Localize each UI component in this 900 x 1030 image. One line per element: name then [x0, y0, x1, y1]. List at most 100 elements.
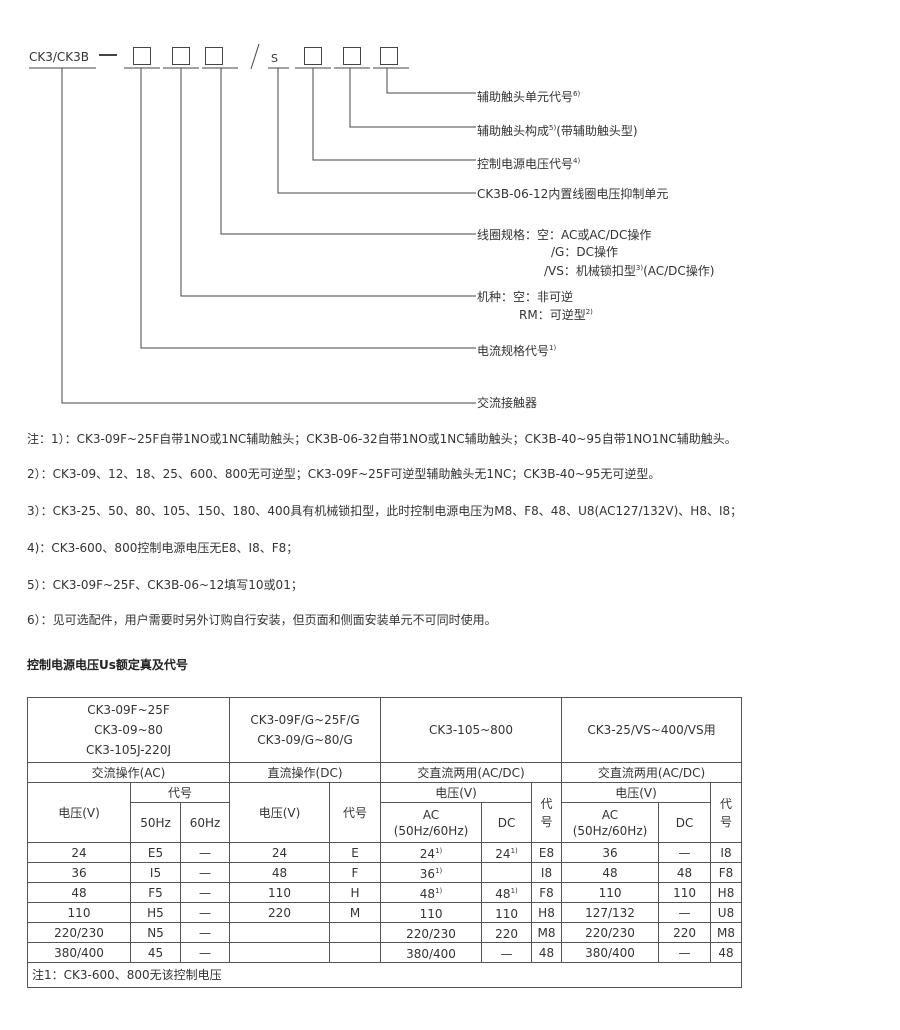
- table-cell: [481, 862, 533, 883]
- table-cell: N5: [130, 922, 181, 943]
- table-cell: 361): [380, 862, 483, 883]
- h-50hz: 50Hz: [130, 802, 181, 843]
- label-aux-unit: 辅助触头单元代号6): [477, 90, 581, 104]
- table-cell: 241): [380, 842, 483, 863]
- note-4: 4)：CK3-600、800控制电源电压无E8、I8、F8；: [27, 541, 299, 555]
- table-cell: 48: [27, 882, 131, 903]
- table-cell: F5: [130, 882, 181, 903]
- table-cell: 48: [658, 862, 712, 883]
- table-cell: —: [658, 842, 712, 863]
- group-header-vs: CK3-25/VS~400/VS用: [561, 697, 743, 763]
- h-voltage: 电压(V): [561, 782, 712, 803]
- table-cell: —: [658, 942, 712, 963]
- table-cell: 481): [380, 882, 483, 903]
- h-code: 代 号: [710, 782, 743, 843]
- table-cell: —: [180, 902, 230, 923]
- code-box: [304, 47, 322, 65]
- table-cell: [328, 922, 382, 943]
- table-cell: I8: [710, 842, 743, 863]
- h-voltage: 电压(V): [229, 782, 330, 843]
- type-acdc: 交直流两用(AC/DC): [380, 762, 563, 783]
- label-contactor: 交流接触器: [477, 396, 538, 410]
- table-cell: U8: [710, 902, 743, 923]
- table-cell: M8: [531, 922, 563, 943]
- table-cell: 110: [658, 882, 712, 903]
- table-cell: 380/400: [27, 942, 131, 963]
- table-cell: 220: [481, 922, 533, 943]
- code-box: [380, 47, 398, 65]
- table-cell: 127/132: [561, 902, 660, 923]
- h-code: 代号: [130, 782, 230, 803]
- label-aux-config: 辅助触头构成5)(带辅助触头型): [477, 124, 638, 138]
- h-60hz: 60Hz: [180, 802, 230, 843]
- code-box: [172, 47, 190, 65]
- table-cell: I5: [130, 862, 181, 883]
- group-header-ac: CK3-09F~25F CK3-09~80 CK3-105J-220J: [27, 697, 230, 763]
- table-footnote: 注1：CK3-600、800无该控制电压: [26, 962, 743, 988]
- table-cell: 110: [27, 902, 131, 923]
- table-row: 24 E5—24 E 241) 241) E8 36— I8: [27, 842, 743, 863]
- h-ac: AC (50Hz/60Hz): [380, 802, 483, 843]
- table-cell: H: [328, 882, 382, 903]
- code-box: [205, 47, 223, 65]
- code-box: [133, 47, 151, 65]
- table-cell: 220/230: [380, 922, 483, 943]
- table-cell: 48: [561, 862, 660, 883]
- type-acdc-vs: 交直流两用(AC/DC): [561, 762, 743, 783]
- table-cell: 110: [229, 882, 330, 903]
- type-dc: 直流操作(DC): [228, 762, 382, 783]
- label-type-rm: RM：可逆型2): [519, 308, 593, 322]
- note-1: 注：1）：CK3-09F~25F自带1NO或1NC辅助触头；CK3B-06-32…: [27, 432, 737, 446]
- table-cell: [229, 922, 330, 943]
- note-6: 6）：见可选配件，用户需要时另外订购自行安装，但页面和侧面安装单元不可同时使用。: [27, 613, 497, 627]
- table-cell: 48: [229, 862, 330, 883]
- group-header-dc: CK3-09F/G~25F/G CK3-09/G~80/G: [228, 697, 382, 763]
- table-cell: 36: [27, 862, 131, 883]
- h-dc: DC: [658, 802, 712, 843]
- table-cell: E8: [531, 842, 563, 863]
- table-row: 110 H5—220 M 110 110 H8 127/132— U8: [27, 902, 743, 923]
- table-row: 220/230 N5—220/230 220 M8 220/230 220 M8: [27, 922, 743, 943]
- table-cell: 481): [481, 882, 533, 903]
- s-code: S: [271, 52, 278, 65]
- table-cell: E5: [130, 842, 181, 863]
- table-row: 36 I5—48 F 361) I8 48 48 F8: [27, 862, 743, 883]
- table-cell: M: [328, 902, 382, 923]
- table-cell: F8: [531, 882, 563, 903]
- section-title: 控制电源电压Us额定真及代号: [27, 658, 188, 672]
- table-cell: 380/400: [561, 942, 660, 963]
- model-prefix: CK3/CK3B: [29, 50, 90, 64]
- type-ac: 交流操作(AC): [27, 762, 230, 783]
- table-cell: 36: [561, 842, 660, 863]
- note-5: 5）：CK3-09F~25F、CK3B-06~12填写10或01；: [27, 578, 303, 592]
- table-cell: 110: [481, 902, 533, 923]
- table-cell: 110: [380, 902, 483, 923]
- h-ac: AC (50Hz/60Hz): [561, 802, 660, 843]
- table-cell: 110: [561, 882, 660, 903]
- label-coil: 线圈规格：空：AC或AC/DC操作: [477, 228, 652, 242]
- table-cell: —: [180, 882, 230, 903]
- table-cell: M8: [710, 922, 743, 943]
- table-cell: 220: [229, 902, 330, 923]
- table-cell: —: [180, 942, 230, 963]
- table-cell: I8: [531, 862, 563, 883]
- table-cell: H5: [130, 902, 181, 923]
- voltage-code-table: CK3-09F~25F CK3-09~80 CK3-105J-220J CK3-09…: [26, 697, 743, 988]
- table-cell: E: [328, 842, 382, 863]
- table-cell: [328, 942, 382, 963]
- table-cell: H8: [710, 882, 743, 903]
- note-3: 3）：CK3-25、50、80、105、150、180、400具有机械锁扣型，此…: [27, 504, 743, 518]
- note-2: 2）：CK3-09、12、18、25、600、800无可逆型；CK3-09F~2…: [27, 467, 661, 481]
- label-coil-g: /G：DC操作: [551, 245, 618, 259]
- label-control-voltage: 控制电源电压代号4): [477, 157, 581, 171]
- label-suppression: CK3B-06-12内置线圈电压抑制单元: [477, 187, 669, 201]
- label-current: 电流规格代号1): [477, 344, 557, 358]
- table-cell: 24: [27, 842, 131, 863]
- h-dc: DC: [481, 802, 533, 843]
- table-cell: F: [328, 862, 382, 883]
- table-cell: —: [180, 842, 230, 863]
- h-code: 代 号: [531, 782, 563, 843]
- table-cell: 48: [710, 942, 743, 963]
- table-cell: [229, 942, 330, 963]
